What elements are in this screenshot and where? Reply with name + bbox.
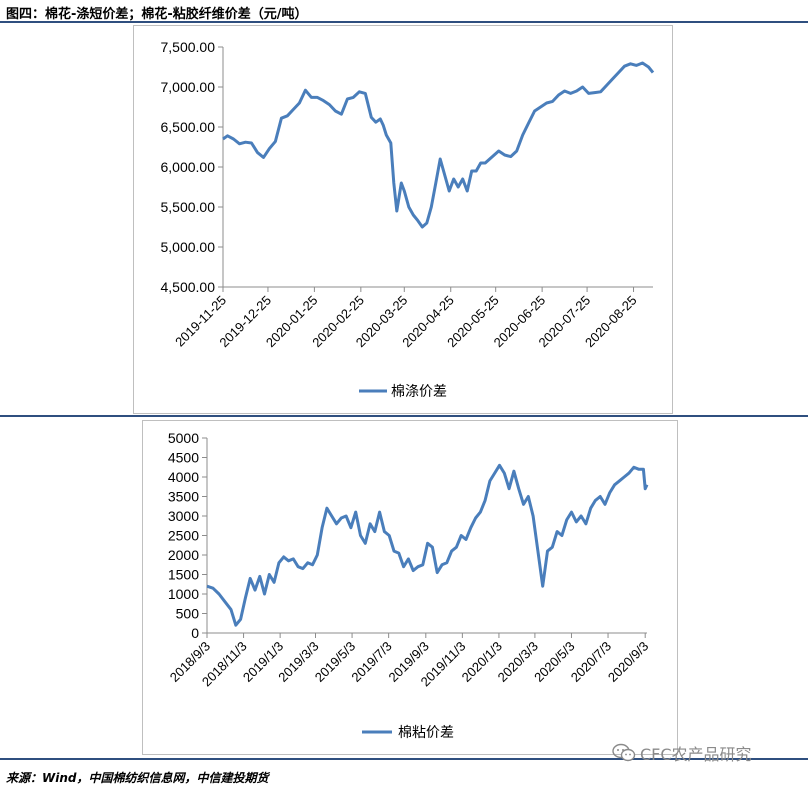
- y-tick-label: 4500: [168, 450, 199, 466]
- y-tick-label: 2000: [168, 547, 199, 563]
- bottom-divider: [0, 758, 808, 760]
- chart-cotton-polyester-spread: 4,500.00 5,000.00 5,500.00 6,000.00 6,500.00…: [133, 25, 673, 414]
- y-tick-label: 4000: [168, 469, 199, 485]
- watermark-text: CFC农产品研究: [640, 745, 752, 764]
- chart1-plot-area: [222, 61, 655, 229]
- y-tick-label: 500: [176, 606, 200, 622]
- series-line: [206, 463, 649, 627]
- y-tick-label: 3500: [168, 489, 199, 505]
- chart-cotton-viscose-spread: 0 500 1000 1500 2000 2500 3000 3500 4000 4500 5000…: [142, 420, 678, 755]
- figure-title: 图四：棉花-涤短价差；棉花-粘胶纤维价差（元/吨）: [6, 7, 308, 22]
- y-tick-label: 1000: [168, 586, 199, 602]
- y-tick-label: 5000: [168, 430, 199, 446]
- source-note: 来源：Wind，中国棉纺织信息网，中信建投期货: [6, 771, 269, 785]
- y-tick-label: 3000: [168, 508, 199, 524]
- series-line: [222, 61, 655, 229]
- y-tick-label: 5,500.00: [161, 199, 216, 215]
- watermark: CFC农产品研究: [612, 741, 752, 765]
- y-tick-label: 2500: [168, 528, 199, 544]
- wechat-icon: [612, 743, 636, 762]
- chart2-legend: 棉粘价差: [362, 724, 454, 740]
- y-tick-label: 1500: [168, 567, 199, 583]
- chart1-y-axis: 4,500.00 5,000.00 5,500.00 6,000.00 6,500.00…: [161, 39, 224, 295]
- chart2-y-axis: 0 500 1000 1500 2000 2500 3000 3500 4000 4500 5000: [168, 430, 208, 641]
- chart1-legend-label: 棉涤价差: [391, 383, 447, 399]
- y-tick-label: 6,000.00: [161, 159, 216, 175]
- y-tick-label: 5,000.00: [161, 239, 216, 255]
- chart2-plot-area: [206, 463, 649, 627]
- y-tick-label: 6,500.00: [161, 119, 216, 135]
- y-tick-label: 7,000.00: [161, 79, 216, 95]
- y-tick-label: 7,500.00: [161, 39, 216, 55]
- chart2-legend-label: 棉粘价差: [398, 724, 454, 740]
- middle-divider: [0, 415, 808, 417]
- y-tick-label: 0: [191, 625, 199, 641]
- top-divider: [0, 21, 808, 23]
- y-tick-label: 4,500.00: [161, 279, 216, 295]
- chart2-frame: [142, 420, 678, 755]
- chart1-legend: 棉涤价差: [359, 383, 447, 399]
